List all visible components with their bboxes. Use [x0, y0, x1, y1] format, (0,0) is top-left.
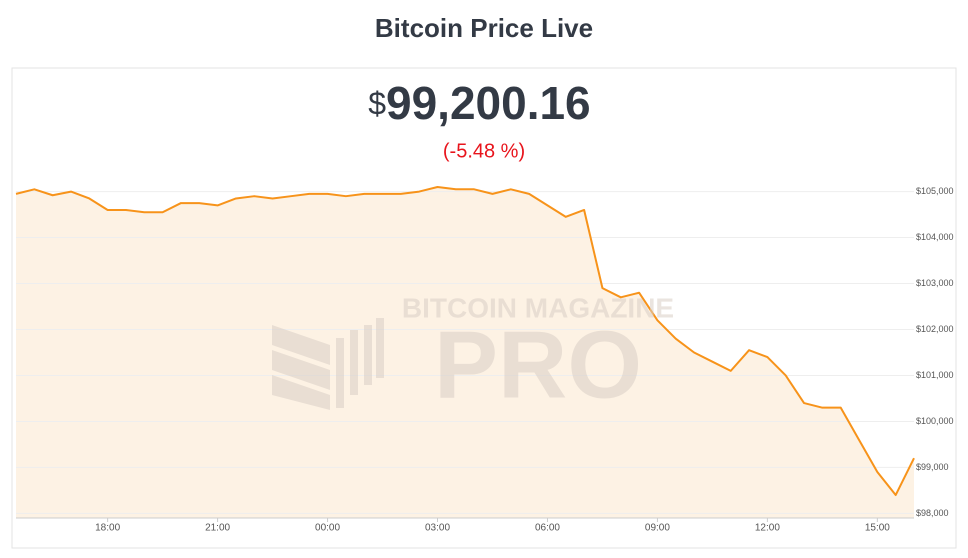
y-tick-label: $102,000 — [916, 324, 954, 334]
watermark-top: BITCOIN MAGAZINE — [402, 292, 674, 323]
x-tick-label: 00:00 — [315, 523, 340, 534]
y-tick-label: $98,000 — [916, 508, 949, 518]
x-tick-label: 06:00 — [535, 523, 560, 534]
price: 99,200.16 — [386, 77, 591, 129]
x-tick-label: 21:00 — [205, 523, 230, 534]
x-tick-label: 03:00 — [425, 523, 450, 534]
y-tick-label: $103,000 — [916, 278, 954, 288]
watermark-bottom: PRO — [434, 311, 642, 418]
currency-symbol: $ — [368, 85, 386, 121]
y-tick-label: $105,000 — [916, 186, 954, 196]
y-tick-label: $99,000 — [916, 462, 949, 472]
area — [16, 186, 914, 519]
y-tick-label: $101,000 — [916, 370, 954, 380]
y-tick-label: $100,000 — [916, 416, 954, 426]
x-tick-label: 18:00 — [95, 523, 120, 534]
plot — [15, 185, 915, 522]
price-line — [15, 185, 915, 497]
watermark: BITCOIN MAGAZINE PRO — [272, 292, 674, 418]
x-tick-label: 15:00 — [865, 523, 890, 534]
x-tick-label: 12:00 — [755, 523, 780, 534]
y-tick-label: $104,000 — [916, 232, 954, 242]
title: Bitcoin Price Live — [375, 13, 593, 43]
price-change: (-5.48 %) — [443, 140, 525, 162]
x-tick-label: 09:00 — [645, 523, 670, 534]
